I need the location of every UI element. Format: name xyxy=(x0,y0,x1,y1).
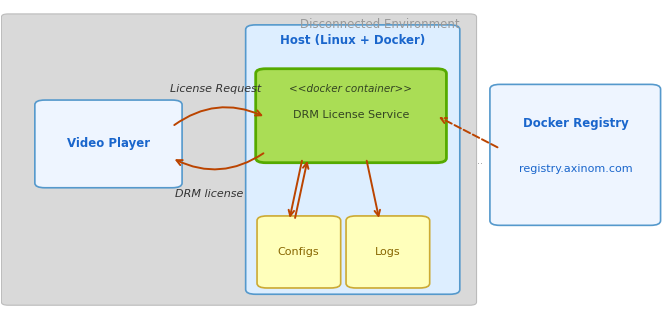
FancyBboxPatch shape xyxy=(255,69,446,163)
Text: Logs: Logs xyxy=(375,247,401,257)
FancyBboxPatch shape xyxy=(346,216,429,288)
FancyBboxPatch shape xyxy=(246,25,460,294)
FancyBboxPatch shape xyxy=(35,100,182,188)
FancyBboxPatch shape xyxy=(1,14,476,305)
Text: ..: .. xyxy=(477,156,483,166)
Text: Docker Registry: Docker Registry xyxy=(523,117,628,130)
Text: License Request: License Request xyxy=(170,84,261,94)
Text: Disconnected Environment: Disconnected Environment xyxy=(300,18,460,31)
FancyBboxPatch shape xyxy=(490,84,661,225)
Text: DRM License Service: DRM License Service xyxy=(292,110,409,120)
Text: DRM license: DRM license xyxy=(175,189,243,199)
Text: Video Player: Video Player xyxy=(67,137,150,150)
Text: Host (Linux + Docker): Host (Linux + Docker) xyxy=(280,34,425,47)
Text: <<docker container>>: <<docker container>> xyxy=(289,84,412,94)
Text: registry.axinom.com: registry.axinom.com xyxy=(519,164,632,174)
FancyBboxPatch shape xyxy=(257,216,341,288)
Text: Configs: Configs xyxy=(278,247,319,257)
